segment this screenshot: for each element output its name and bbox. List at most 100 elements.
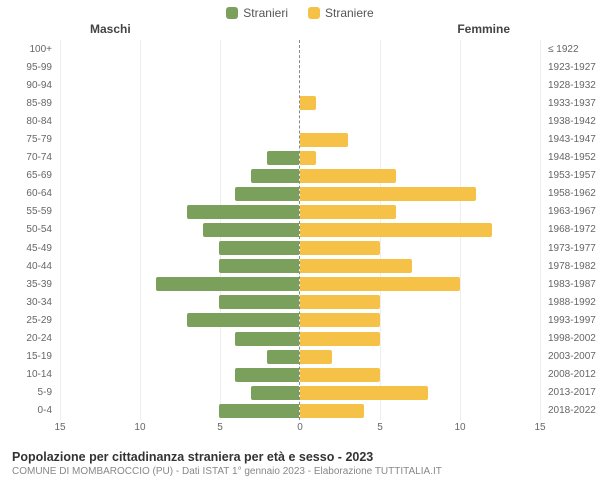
birth-label: 1983-1987: [548, 279, 600, 290]
x-tick: 5: [217, 422, 223, 433]
age-label: 35-39: [0, 279, 52, 290]
bar-female: [300, 223, 492, 237]
bar-row: [60, 403, 299, 419]
bar-male: [267, 151, 299, 165]
bar-row: [300, 77, 540, 93]
age-label: 75-79: [0, 134, 52, 145]
bars: [60, 40, 540, 420]
x-tick: 10: [134, 422, 145, 433]
bar-male: [267, 350, 299, 364]
age-label: 5-9: [0, 387, 52, 398]
age-label: 30-34: [0, 297, 52, 308]
birth-label: 2008-2012: [548, 369, 600, 380]
bar-row: [300, 41, 540, 57]
age-label: 45-49: [0, 243, 52, 254]
age-label: 70-74: [0, 152, 52, 163]
bar-row: [60, 77, 299, 93]
bar-row: [60, 294, 299, 310]
header-male: Maschi: [90, 22, 131, 36]
bar-row: [300, 276, 540, 292]
x-tick: 15: [54, 422, 65, 433]
birth-label: 1948-1952: [548, 152, 600, 163]
legend-item-male: Stranieri: [226, 6, 288, 20]
bar-female: [300, 368, 380, 382]
age-label: 10-14: [0, 369, 52, 380]
bar-row: [60, 132, 299, 148]
birth-label: 2018-2022: [548, 405, 600, 416]
bar-row: [300, 113, 540, 129]
bar-female: [300, 350, 332, 364]
bar-row: [60, 276, 299, 292]
chart-area: Fasce di età Anni di nascita 100+95-9990…: [0, 40, 600, 420]
bar-row: [60, 186, 299, 202]
bar-male: [187, 205, 299, 219]
bars-male: [60, 40, 300, 420]
bar-male: [235, 332, 299, 346]
bar-female: [300, 259, 412, 273]
birth-label: 1998-2002: [548, 333, 600, 344]
legend-label: Straniere: [325, 6, 374, 20]
bar-female: [300, 277, 460, 291]
bar-female: [300, 96, 316, 110]
birth-label: 1923-1927: [548, 62, 600, 73]
bar-female: [300, 295, 380, 309]
bar-row: [300, 331, 540, 347]
age-label: 80-84: [0, 116, 52, 127]
bar-row: [300, 312, 540, 328]
birth-label: 1973-1977: [548, 243, 600, 254]
bar-row: [300, 204, 540, 220]
bar-female: [300, 151, 316, 165]
age-label: 20-24: [0, 333, 52, 344]
bar-row: [60, 312, 299, 328]
bar-row: [60, 385, 299, 401]
bar-row: [300, 349, 540, 365]
age-label: 50-54: [0, 224, 52, 235]
bar-female: [300, 133, 348, 147]
birth-label: 1933-1937: [548, 98, 600, 109]
bar-row: [60, 331, 299, 347]
bar-male: [219, 295, 299, 309]
birth-label: 2013-2017: [548, 387, 600, 398]
bar-row: [300, 132, 540, 148]
age-label: 95-99: [0, 62, 52, 73]
birth-label: 1978-1982: [548, 261, 600, 272]
bar-row: [300, 258, 540, 274]
birth-label: 2003-2007: [548, 351, 600, 362]
bar-male: [156, 277, 299, 291]
grid-line: [540, 40, 541, 420]
age-label: 85-89: [0, 98, 52, 109]
bar-row: [60, 113, 299, 129]
bar-male: [219, 404, 299, 418]
x-tick: 5: [377, 422, 383, 433]
birth-label: 1928-1932: [548, 80, 600, 91]
bar-female: [300, 404, 364, 418]
header-female: Femmine: [457, 22, 510, 36]
bar-row: [300, 222, 540, 238]
bar-row: [60, 150, 299, 166]
chart-subtitle: COMUNE DI MOMBAROCCIO (PU) - Dati ISTAT …: [12, 466, 588, 477]
bar-female: [300, 332, 380, 346]
bar-male: [219, 259, 299, 273]
bar-female: [300, 241, 380, 255]
bar-row: [60, 41, 299, 57]
bar-male: [219, 241, 299, 255]
age-label: 0-4: [0, 405, 52, 416]
bar-row: [60, 204, 299, 220]
bar-female: [300, 169, 396, 183]
bar-row: [300, 59, 540, 75]
bar-row: [300, 95, 540, 111]
birth-label: 1958-1962: [548, 188, 600, 199]
birth-label: ≤ 1922: [548, 44, 600, 55]
age-label: 90-94: [0, 80, 52, 91]
age-label: 15-19: [0, 351, 52, 362]
bar-row: [60, 95, 299, 111]
bar-row: [60, 168, 299, 184]
bar-row: [60, 240, 299, 256]
bar-row: [60, 59, 299, 75]
birth-label: 1988-1992: [548, 297, 600, 308]
bar-female: [300, 205, 396, 219]
legend: Stranieri Straniere: [0, 0, 600, 22]
x-axis: 15105051015: [60, 422, 540, 440]
bar-row: [300, 403, 540, 419]
bar-row: [60, 349, 299, 365]
